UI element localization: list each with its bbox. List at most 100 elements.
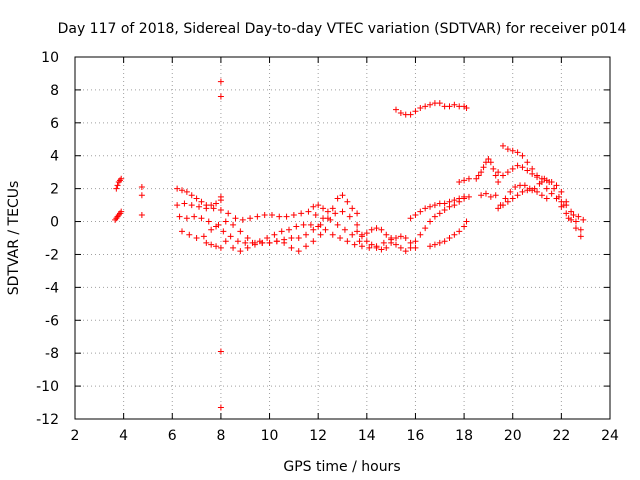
data-point <box>290 211 297 218</box>
data-point <box>504 146 511 153</box>
x-tick-label: 24 <box>601 428 619 444</box>
data-point <box>529 187 536 194</box>
data-point <box>217 348 224 355</box>
x-tick-label: 2 <box>71 428 80 444</box>
data-point <box>422 225 429 232</box>
data-point <box>378 246 385 253</box>
data-point <box>427 218 434 225</box>
y-tick-label: -2 <box>45 247 59 263</box>
data-point <box>217 244 224 251</box>
x-tick-label: 18 <box>455 428 473 444</box>
data-point <box>183 188 190 195</box>
data-point <box>283 213 290 220</box>
data-point <box>441 238 448 245</box>
data-point <box>407 111 414 118</box>
data-point <box>351 241 358 248</box>
data-point <box>529 170 536 177</box>
data-point <box>193 195 200 202</box>
data-point <box>303 231 310 238</box>
data-point <box>495 169 502 176</box>
data-point <box>324 215 331 222</box>
data-point <box>478 169 485 176</box>
data-point <box>273 238 280 245</box>
data-point <box>431 202 438 209</box>
data-point <box>324 208 331 215</box>
data-point <box>307 221 314 228</box>
data-point <box>222 238 229 245</box>
data-point <box>217 78 224 85</box>
data-point <box>210 205 217 212</box>
data-point <box>363 238 370 245</box>
data-point <box>203 239 210 246</box>
data-point <box>266 239 273 246</box>
data-point <box>244 235 251 241</box>
data-point <box>232 215 239 222</box>
data-point <box>485 156 492 163</box>
chart-title: Day 117 of 2018, Sidereal Day-to-day VTE… <box>58 21 627 37</box>
data-point <box>538 192 545 199</box>
data-point <box>487 159 494 166</box>
data-point <box>502 195 509 202</box>
data-point <box>451 231 458 238</box>
data-point <box>519 152 526 159</box>
data-point <box>317 231 324 238</box>
y-tick-label: 8 <box>50 83 59 99</box>
data-point <box>176 213 183 220</box>
data-point <box>504 169 511 176</box>
data-point <box>551 185 558 192</box>
data-point <box>276 213 283 220</box>
data-point <box>346 213 353 220</box>
data-point <box>512 183 519 190</box>
x-tick-label: 20 <box>504 428 522 444</box>
data-point <box>402 235 409 241</box>
data-point <box>118 175 125 182</box>
axis-ticks <box>74 56 611 420</box>
data-point <box>514 149 521 156</box>
data-point <box>563 210 570 217</box>
data-point <box>310 226 317 233</box>
y-tick-label: 0 <box>50 215 59 231</box>
data-point <box>114 182 121 189</box>
data-point <box>242 239 249 246</box>
data-point <box>208 226 215 233</box>
data-point <box>305 208 312 215</box>
data-point <box>456 179 463 186</box>
data-point <box>397 244 404 251</box>
data-point <box>286 226 292 233</box>
data-point <box>300 221 307 228</box>
data-point <box>572 218 579 225</box>
data-point <box>329 205 336 212</box>
data-point <box>456 195 463 202</box>
data-point <box>383 231 390 238</box>
data-point <box>344 238 351 245</box>
data-point <box>570 211 577 218</box>
data-point <box>514 162 521 169</box>
data-point <box>417 208 424 215</box>
data-point <box>412 108 419 115</box>
data-point <box>138 183 145 190</box>
data-point <box>244 244 251 251</box>
data-point <box>334 195 341 202</box>
data-point <box>417 231 424 238</box>
data-point <box>303 243 310 250</box>
data-point <box>344 198 351 205</box>
data-point <box>534 188 541 195</box>
data-point <box>208 241 215 248</box>
plot-frame <box>74 56 611 420</box>
y-tick-label: -4 <box>45 280 59 296</box>
data-point <box>254 213 261 220</box>
y-tick-label: 6 <box>50 116 59 132</box>
data-point <box>288 244 295 251</box>
data-point <box>422 103 429 110</box>
axis-tick-labels: 2 4 6 8 10 12 14 16 18 20 22 24-12-10-8-6-4-2024681… <box>36 50 619 444</box>
data-point <box>548 190 555 197</box>
data-point <box>541 175 548 182</box>
data-point <box>553 182 560 189</box>
data-point <box>341 226 348 233</box>
data-point <box>293 223 300 230</box>
data-point <box>558 188 565 195</box>
data-point <box>217 404 224 411</box>
data-point <box>334 221 341 228</box>
data-point <box>222 218 229 225</box>
data-point <box>465 175 472 182</box>
